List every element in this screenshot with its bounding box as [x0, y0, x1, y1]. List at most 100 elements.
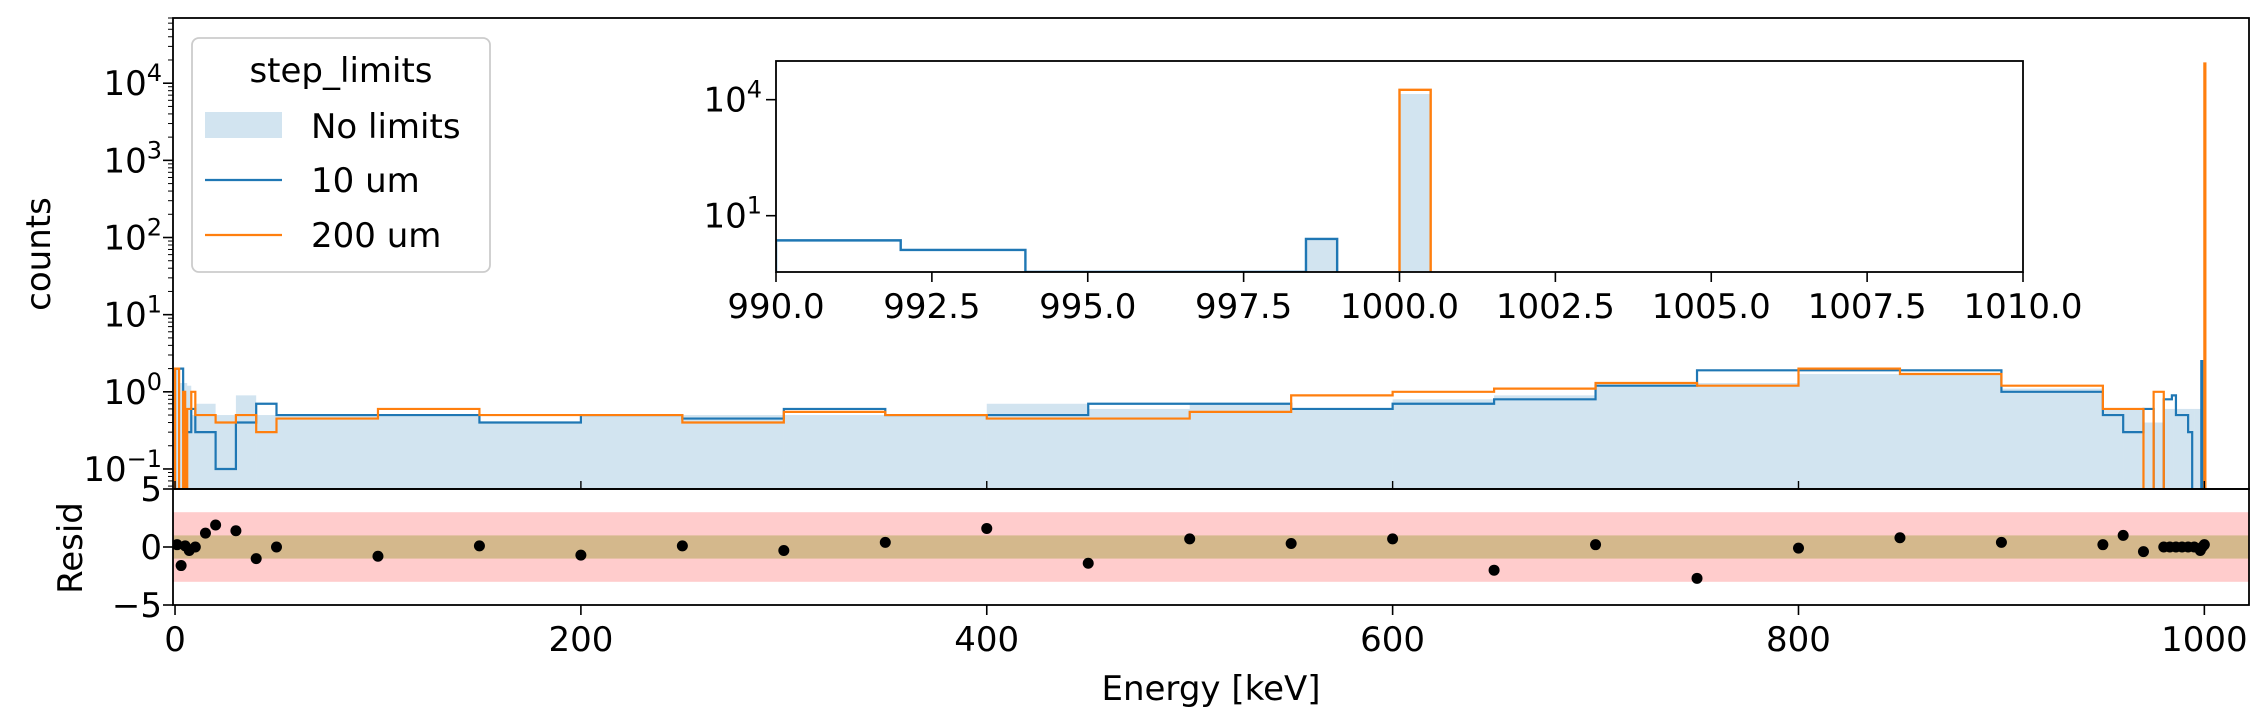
residual-point	[189, 541, 201, 553]
inset-x-tick-label: 992.5	[883, 287, 980, 327]
residual-point	[575, 549, 587, 561]
residual-point	[1488, 564, 1500, 576]
x-tick-label: 0	[164, 620, 186, 660]
residual-point	[473, 540, 485, 552]
no-limits-bar	[1494, 395, 1596, 489]
residual-point	[1285, 538, 1297, 550]
residual-y-axis-label: Resid	[51, 502, 91, 594]
no-limits-bar	[377, 415, 480, 489]
main-panel: 10−1 100 101 102 103 104 counts	[19, 17, 2250, 490]
no-limits-bar	[2173, 408, 2185, 489]
x-tick-label: 600	[1360, 620, 1425, 660]
residual-y-tick-label: 5	[140, 470, 162, 510]
legend-label-10um: 10 um	[311, 161, 420, 201]
y-tick-label: 103	[103, 136, 162, 181]
inset-bar	[1305, 238, 1338, 272]
legend-swatch-no-limits	[205, 112, 282, 138]
no-limits-bar	[276, 415, 378, 489]
no-limits-fill-layer	[175, 71, 2206, 489]
residual-point	[1184, 533, 1196, 545]
series-10um-line	[173, 360, 2204, 489]
no-limits-bar	[2163, 408, 2174, 489]
residual-point	[1082, 557, 1094, 569]
no-limits-bar	[187, 385, 192, 489]
inset-x-tick-label: 1010.0	[1964, 287, 2083, 327]
no-limits-bar	[1798, 374, 1900, 489]
inset-y-ticks: 101 104	[703, 76, 776, 237]
no-limits-bar	[1697, 383, 1799, 489]
no-limits-bar	[885, 415, 987, 489]
no-limits-bar	[479, 422, 581, 489]
no-limits-bar	[1899, 374, 2002, 489]
inset-x-tick-label: 990.0	[727, 287, 824, 327]
no-limits-bar	[2102, 408, 2124, 489]
inset-panel: 990.0 992.5 995.0 997.5 1000.0 1002.5 1005.0 10…	[703, 60, 2082, 327]
residual-y-tick-label: −5	[112, 586, 162, 626]
residual-point	[250, 553, 262, 565]
band-1-sigma	[173, 535, 2249, 559]
residual-point	[175, 560, 187, 572]
residual-panel: 50−5 0 200 400 600 800 1000 Resid Energy [keV…	[51, 470, 2250, 709]
y-tick-label: 10−1	[83, 445, 162, 490]
residual-point	[210, 519, 222, 531]
legend-title: step_limits	[249, 51, 432, 91]
residual-point	[1792, 542, 1804, 554]
no-limits-bar	[1189, 403, 1292, 489]
residual-point	[230, 525, 242, 537]
main-y-ticks: 10−1 100 101 102 103 104	[83, 17, 173, 490]
residual-point	[199, 527, 211, 539]
inset-x-tick-label: 1005.0	[1652, 287, 1771, 327]
residual-point	[981, 522, 993, 534]
residual-point	[1995, 536, 2007, 548]
x-tick-label: 800	[1766, 620, 1831, 660]
x-tick-label: 1000	[2161, 620, 2248, 660]
no-limits-bar	[2184, 408, 2195, 489]
no-limits-bar	[783, 415, 886, 489]
inset-x-tick-label: 1007.5	[1808, 287, 1927, 327]
inset-x-tick-label: 995.0	[1039, 287, 1136, 327]
inset-x-ticks: 990.0 992.5 995.0 997.5 1000.0 1002.5 1005.0 10…	[727, 272, 2082, 327]
x-tick-label: 400	[954, 620, 1019, 660]
residual-point	[372, 550, 384, 562]
x-axis-label: Energy [keV]	[1101, 669, 1320, 709]
no-limits-bar	[256, 415, 277, 489]
residual-point	[270, 541, 282, 553]
residual-point	[676, 540, 688, 552]
residual-x-ticks: 0 200 400 600 800 1000	[164, 481, 2248, 660]
legend-frame	[191, 37, 491, 273]
y-tick-label: 101	[103, 291, 162, 336]
inset-x-tick-label: 1002.5	[1496, 287, 1615, 327]
legend-label-no-limits: No limits	[311, 107, 461, 147]
legend-label-200um: 200 um	[311, 216, 441, 256]
residual-point	[2198, 539, 2210, 551]
no-limits-bar	[1291, 408, 1393, 489]
y-tick-label: 104	[103, 59, 162, 104]
residual-point	[2097, 539, 2109, 551]
inset-200um-line	[1398, 88, 1432, 272]
no-limits-bar	[1392, 399, 1495, 489]
inset-y-tick-label: 104	[703, 76, 762, 121]
inset-10um-line	[776, 237, 1339, 272]
y-tick-label: 102	[103, 214, 162, 259]
residual-point	[1691, 572, 1703, 584]
inset-x-tick-label: 1000.0	[1340, 287, 1459, 327]
residual-point	[1387, 533, 1399, 545]
inset-bars-layer	[1305, 94, 1431, 272]
residual-y-tick-label: 0	[140, 528, 162, 568]
no-limits-bar	[986, 403, 1089, 489]
no-limits-bar	[682, 415, 784, 489]
no-limits-bar	[215, 415, 236, 489]
no-limits-bar	[580, 415, 683, 489]
no-limits-bar	[2194, 408, 2202, 489]
no-limits-bar	[179, 383, 184, 489]
residual-y-ticks: 5 0 −5	[112, 470, 173, 626]
no-limits-bar	[195, 403, 216, 489]
residual-points	[173, 519, 2210, 584]
residual-bands	[173, 512, 2249, 582]
step-lines-layer	[173, 62, 2207, 489]
series-200um-line	[173, 62, 2207, 489]
inset-bar	[1399, 94, 1431, 272]
inset-x-tick-label: 997.5	[1195, 287, 1292, 327]
no-limits-bar	[191, 415, 196, 489]
